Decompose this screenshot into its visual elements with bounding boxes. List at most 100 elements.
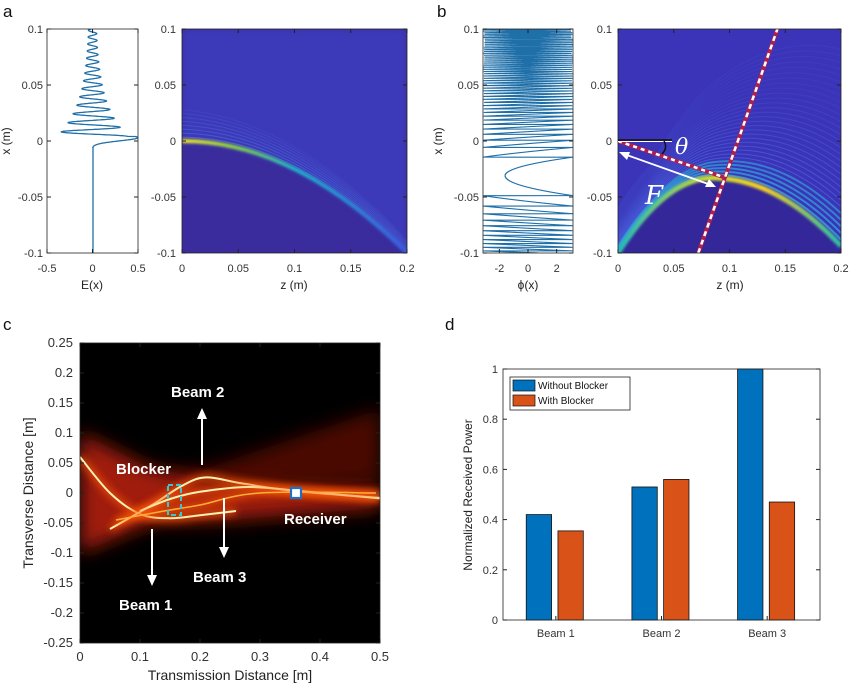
theta-label: θ: [675, 135, 688, 160]
d-bars-ytick-label: 0.2: [483, 565, 498, 577]
a-heatmap-fringe: [182, 124, 407, 248]
a-heatmap-ytick-label: -0.1: [157, 248, 176, 260]
d-ylabel: Normalized Received Power: [461, 419, 475, 570]
a-heatmap-xtick-label: 0: [179, 263, 185, 275]
b-heatmap-xtick-label: 0.2: [833, 263, 848, 275]
d-bars-ytick-label: 1: [492, 364, 498, 376]
c-heatmap-ytick-label: -0.15: [43, 575, 73, 590]
c-scatter-rays: [170, 409, 380, 487]
c-beam-core: [115, 491, 380, 521]
d-bars-axes-frame: [502, 368, 821, 621]
beam3-label: Beam 3: [193, 569, 246, 586]
a-heatmap-ytick-label: 0.1: [161, 24, 176, 36]
d-bars-ytick-label: 0: [492, 615, 498, 627]
c-heatmap-ytick-label: 0.1: [55, 425, 73, 440]
a-heatmap-xlabel: z (m): [280, 278, 307, 292]
c-heatmap-xtick-label: 0.2: [191, 649, 209, 664]
b-heatmap-fringe: [618, 149, 841, 242]
a-heatmap-xtick-label: 0.2: [399, 263, 414, 275]
b-phase-xtick-label: -2: [494, 263, 504, 275]
a-heatmap-fringe: [182, 132, 407, 251]
focal-arrowhead-end: [705, 179, 716, 187]
focal-dashed-line: [618, 139, 727, 180]
b-heatmap-fringe: [618, 92, 841, 222]
a-field-ytick-label: 0: [37, 136, 43, 148]
a-heatmap-xtick-label: 0.15: [340, 263, 361, 275]
beam3-arrow: [219, 498, 229, 558]
b-heatmap-fringe: [618, 120, 841, 231]
a-heatmap-fringe: [182, 128, 407, 249]
b-heatmap-fringe: [618, 129, 841, 234]
blocker-box: [167, 484, 182, 516]
panel-label-c: c: [3, 315, 12, 334]
d-xtick-label: Beam 1: [537, 628, 575, 640]
a-field-plot: [60, 29, 138, 253]
b-heatmap-beam: [618, 175, 841, 253]
c-heatmap-xtick-label: 0: [76, 649, 83, 664]
b-heatmap-fringe: [618, 50, 841, 210]
c-xlabel: Transmission Distance [m]: [148, 667, 312, 683]
d-bars-ytick-label: 0.6: [483, 464, 498, 476]
b-heatmap-ytick-label: 0.1: [597, 24, 612, 36]
b-phase-plot: [483, 29, 573, 253]
beam2-arrow: [197, 408, 207, 465]
theta-arc: [661, 140, 667, 155]
a-heatmap-fringe: [182, 109, 407, 241]
a-field-ytick-label: 0.05: [22, 80, 43, 92]
panel-label-b: b: [437, 2, 446, 21]
bar-without-blocker-3: [737, 368, 764, 621]
plot-layer: -0.5 0 0.50.10.050-0.05-0.10 0.05 0.1 0.15 0.2…: [18, 24, 849, 664]
legend-label-with-blocker: With Blocker: [538, 396, 595, 407]
a-heatmap-lit-region: [182, 29, 407, 253]
d-bars-axes: 1 0.8 0.6 0.4 0.2 0: [483, 364, 821, 627]
b-heatmap-fringe: [618, 153, 841, 243]
beam1-label: Beam 1: [119, 597, 172, 614]
a-heatmap-xtick-label: 0.1: [287, 263, 302, 275]
b-heatmap-ytick-label: -0.05: [587, 192, 612, 204]
c-beam-core: [80, 456, 237, 520]
d-bars-ytick-label: 0.4: [483, 515, 498, 527]
b-phase-axes: -2 0 2 0.1 0.05 0 -0.05 -0.1: [454, 24, 574, 275]
b-annotations: θ F: [618, 135, 716, 211]
b-heatmap-fringe: [618, 102, 841, 225]
b-heatmap-ytick-label: 0.05: [591, 80, 612, 92]
b-phase-xlabel: ϕ(x): [518, 278, 539, 292]
b-phase-xtick-label: 2: [554, 263, 560, 275]
b-phase-ytick-label: 0.1: [464, 24, 479, 36]
a-heatmap-fringe: [182, 120, 407, 246]
d-legend: Without Blocker With Blocker: [509, 376, 631, 411]
b-heatmap-fringe: [618, 125, 841, 233]
receiver-marker: [289, 486, 303, 500]
b-heatmap-xtick-label: 0: [615, 263, 621, 275]
a-heatmap-axes: 0 0.05 0.1 0.15 0.2 0.1 0.05 0 -0.05 -0.1: [151, 24, 415, 275]
focal-label: F: [644, 181, 664, 211]
panel-label-a: a: [3, 2, 13, 21]
bar-without-blocker-2: [631, 486, 658, 621]
a-heatmap-xtick-label: 0.05: [228, 263, 249, 275]
c-ylabel: Transverse Distance [m]: [20, 417, 36, 568]
legend-swatch-without-blocker: [512, 379, 536, 392]
a-field-ytick-label: -0.1: [24, 248, 43, 260]
a-field-xlabel: E(x): [81, 278, 103, 292]
bar-with-blocker-3: [768, 501, 796, 621]
bar-with-blocker-2: [663, 479, 690, 621]
b-heatmap-fringe: [618, 61, 841, 213]
c-heatmap-ytick-label: -0.25: [43, 635, 73, 650]
b-phase-ytick-label: -0.05: [454, 192, 479, 204]
b-heatmap-axes: 0 0.05 0.1 0.15 0.2 0.1 0.05 0 -0.05 -0.1: [587, 24, 849, 275]
a-heatmap-fringe: [182, 113, 407, 243]
a-field-axes: -0.5 0 0.5 0.1 0.05 0 -0.05 -0.1: [18, 24, 146, 275]
c-heatmap-xtick-label: 0.3: [251, 649, 269, 664]
c-heatmap-ytick-label: 0.25: [48, 335, 73, 350]
b-heatmap-xtick-label: 0.15: [775, 263, 796, 275]
b-phase-ytick-label: 0: [473, 136, 479, 148]
receiver-label: Receiver: [284, 511, 347, 528]
b-heatmap-fringe: [618, 141, 841, 239]
b-heatmap-fringe: [618, 82, 841, 219]
focal-arrowhead-start: [619, 152, 630, 160]
a-heatmap-fringe: [182, 116, 407, 244]
b-heatmap-fringe: [618, 133, 841, 236]
d-xtick-label: Beam 3: [748, 628, 786, 640]
a-heatmap-ytick-label: -0.05: [151, 192, 176, 204]
